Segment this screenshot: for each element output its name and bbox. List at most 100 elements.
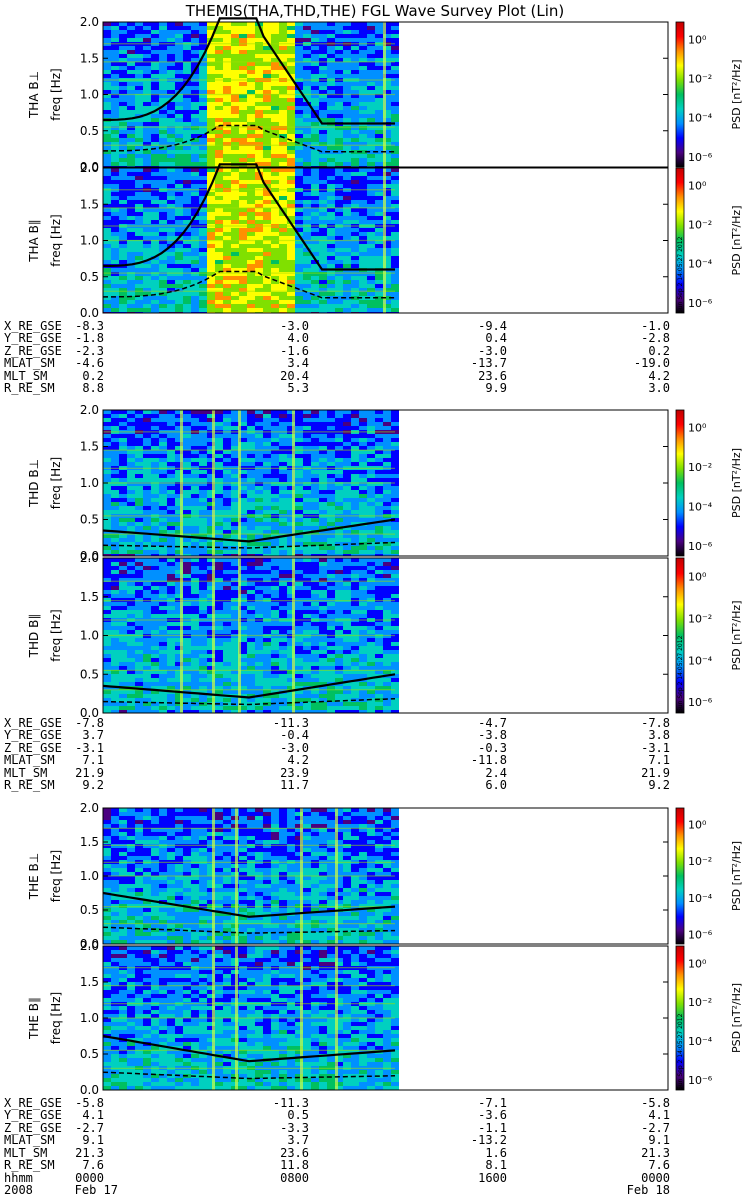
ytick-1-1: 0.5: [80, 270, 99, 284]
colorbar-label-4: PSD [nT²/Hz]: [730, 841, 743, 911]
ephem-label-the-0: X_RE_GSE: [4, 1096, 62, 1110]
ephem-value-tha-5-1: 5.3: [287, 381, 309, 395]
ytick-3-2: 1.0: [80, 629, 99, 643]
ytick-3-3: 1.5: [80, 590, 99, 604]
ephem-value-tha-0-2: -9.4: [478, 319, 507, 333]
ytick-2-4: 2.0: [80, 403, 99, 417]
time-label-2: 1600: [478, 1171, 507, 1185]
ephem-value-tha-1-1: 4.0: [287, 331, 309, 346]
ytick-3-4: 2.0: [80, 551, 99, 565]
date-label-end: Feb 18: [626, 1183, 670, 1197]
cbtick-1-0: 10⁰: [688, 179, 707, 192]
ephem-value-thd-2-3: -3.1: [641, 740, 670, 755]
cbtick-3-2: 10⁻⁴: [688, 654, 713, 667]
timestamp-the: Sun Sep 2 14:05:27 2012: [677, 1013, 684, 1090]
ephem-value-the-2-3: -2.7: [641, 1120, 670, 1135]
ephem-value-thd-3-2: -11.8: [470, 753, 507, 768]
ephem-value-the-1-1: 0.5: [287, 1108, 309, 1123]
ephem-value-the-0-2: -7.1: [478, 1096, 507, 1110]
ytick-0-2: 1.0: [80, 88, 99, 102]
panel-1: 0.0 0.5 1.0 1.5 2.0 THA B∥ freq [Hz] 10⁰ 10⁻² 10⁻…: [27, 161, 743, 320]
ephem-value-the-3-1: 3.7: [287, 1133, 309, 1148]
ephem-value-the-2-0: -2.7: [75, 1120, 104, 1135]
date-label-start: Feb 17: [74, 1183, 118, 1197]
ytick-1-2: 1.0: [80, 234, 99, 248]
colorbar-label-0: PSD [nT²/Hz]: [730, 59, 743, 129]
ephem-value-the-3-3: 9.1: [648, 1133, 670, 1148]
ephem-value-the-4-1: 23.6: [280, 1145, 309, 1160]
cbtick-4-1: 10⁻²: [688, 855, 712, 868]
ephem-value-thd-0-2: -4.7: [478, 716, 507, 730]
ytick-4-0: 0.0: [80, 937, 99, 951]
colorbar-1: [675, 167, 685, 314]
ytick-5-2: 1.0: [80, 1011, 99, 1025]
cbtick-3-0: 10⁰: [688, 571, 707, 584]
ephem-value-thd-1-3: 3.8: [648, 728, 670, 743]
ephem-value-tha-3-1: 3.4: [287, 356, 309, 371]
ephem-label-the-5: R_RE_SM: [4, 1158, 55, 1172]
ytick-5-4: 2.0: [80, 939, 99, 953]
ephem-label-thd-0: X_RE_GSE: [4, 716, 62, 730]
ephem-value-thd-2-1: -3.0: [280, 740, 309, 755]
cbtick-2-2: 10⁻⁴: [688, 500, 713, 513]
ytick-0-3: 1.5: [80, 51, 99, 65]
ephem-value-tha-1-0: -1.8: [75, 331, 104, 346]
ephem-value-tha-3-0: -4.6: [75, 356, 104, 371]
colorbar-3: [675, 557, 685, 714]
ephem-value-thd-5-1: 11.7: [280, 778, 309, 792]
ytick-4-4: 2.0: [80, 801, 99, 815]
ephem-value-the-4-3: 21.3: [641, 1145, 670, 1160]
panel-0: 0.0 0.5 1.0 1.5 2.0 THA B⊥ freq [Hz] 10⁰ 10⁻² 10⁻…: [27, 15, 743, 174]
ylabel-3: freq [Hz]: [49, 609, 63, 661]
ephem-label-tha-2: Z_RE_GSE: [4, 343, 62, 358]
colorbar-0: [675, 21, 685, 168]
cbtick-0-3: 10⁻⁶: [688, 151, 713, 164]
time-row-label: hhmm: [4, 1171, 33, 1185]
ephem-value-thd-5-3: 9.2: [648, 778, 670, 792]
ytick-2-1: 0.5: [80, 513, 99, 527]
time-label-0: 0000: [75, 1171, 104, 1185]
ephem-value-the-1-0: 4.1: [82, 1108, 104, 1123]
ephem-label-the-3: MLAT_SM: [4, 1133, 55, 1148]
cbtick-4-3: 10⁻⁶: [688, 928, 713, 941]
ytick-2-0: 0.0: [80, 549, 99, 563]
ephem-value-tha-4-1: 20.4: [280, 368, 309, 383]
ephem-label-thd-4: MLT_SM: [4, 765, 48, 780]
ephem-value-thd-0-0: -7.8: [75, 716, 104, 730]
ytick-0-0: 0.0: [80, 160, 99, 174]
ylabel-0: freq [Hz]: [49, 68, 63, 120]
ephem-value-the-5-2: 8.1: [485, 1158, 507, 1172]
ephem-label-tha-1: Y_RE_GSE: [4, 331, 62, 346]
cbtick-5-0: 10⁰: [688, 957, 707, 970]
ephem-value-thd-2-0: -3.1: [75, 740, 104, 755]
ephem-value-tha-2-3: 0.2: [648, 343, 670, 358]
ephem-value-the-3-0: 9.1: [82, 1133, 104, 1148]
ephem-value-thd-5-0: 9.2: [82, 778, 104, 792]
ytick-2-3: 1.5: [80, 440, 99, 454]
ephem-label-thd-2: Z_RE_GSE: [4, 740, 62, 755]
ephem-value-thd-1-0: 3.7: [82, 728, 104, 743]
ephem-value-thd-4-1: 23.9: [280, 765, 309, 780]
time-label-1: 0800: [280, 1171, 309, 1185]
ephem-value-the-1-3: 4.1: [648, 1108, 670, 1123]
cbtick-1-2: 10⁻⁴: [688, 258, 713, 271]
ephem-value-thd-4-2: 2.4: [485, 765, 507, 780]
ephem-value-thd-1-1: -0.4: [280, 728, 309, 743]
panel-2: 0.0 0.5 1.0 1.5 2.0 THD B⊥ freq [Hz] 10⁰ 10⁻² 10⁻…: [27, 403, 743, 563]
ephem-value-thd-2-2: -0.3: [478, 740, 507, 755]
colorbar-label-3: PSD [nT²/Hz]: [730, 600, 743, 670]
ephem-value-tha-3-2: -13.7: [470, 356, 507, 371]
ytick-5-0: 0.0: [80, 1083, 99, 1097]
ephem-value-thd-0-3: -7.8: [641, 716, 670, 730]
ytick-0-1: 0.5: [80, 124, 99, 138]
ephem-value-the-0-0: -5.8: [75, 1096, 104, 1110]
ytick-0-4: 2.0: [80, 15, 99, 29]
cbtick-3-1: 10⁻²: [688, 612, 712, 625]
colorbar-label-1: PSD [nT²/Hz]: [730, 205, 743, 275]
ephem-value-tha-4-2: 23.6: [478, 368, 507, 383]
colorbar-2: [675, 409, 685, 557]
ephem-value-tha-4-3: 4.2: [648, 368, 670, 383]
ephem-value-thd-3-1: 4.2: [287, 753, 309, 768]
ephem-value-the-2-2: -1.1: [478, 1120, 507, 1135]
cbtick-4-2: 10⁻⁴: [688, 892, 713, 905]
